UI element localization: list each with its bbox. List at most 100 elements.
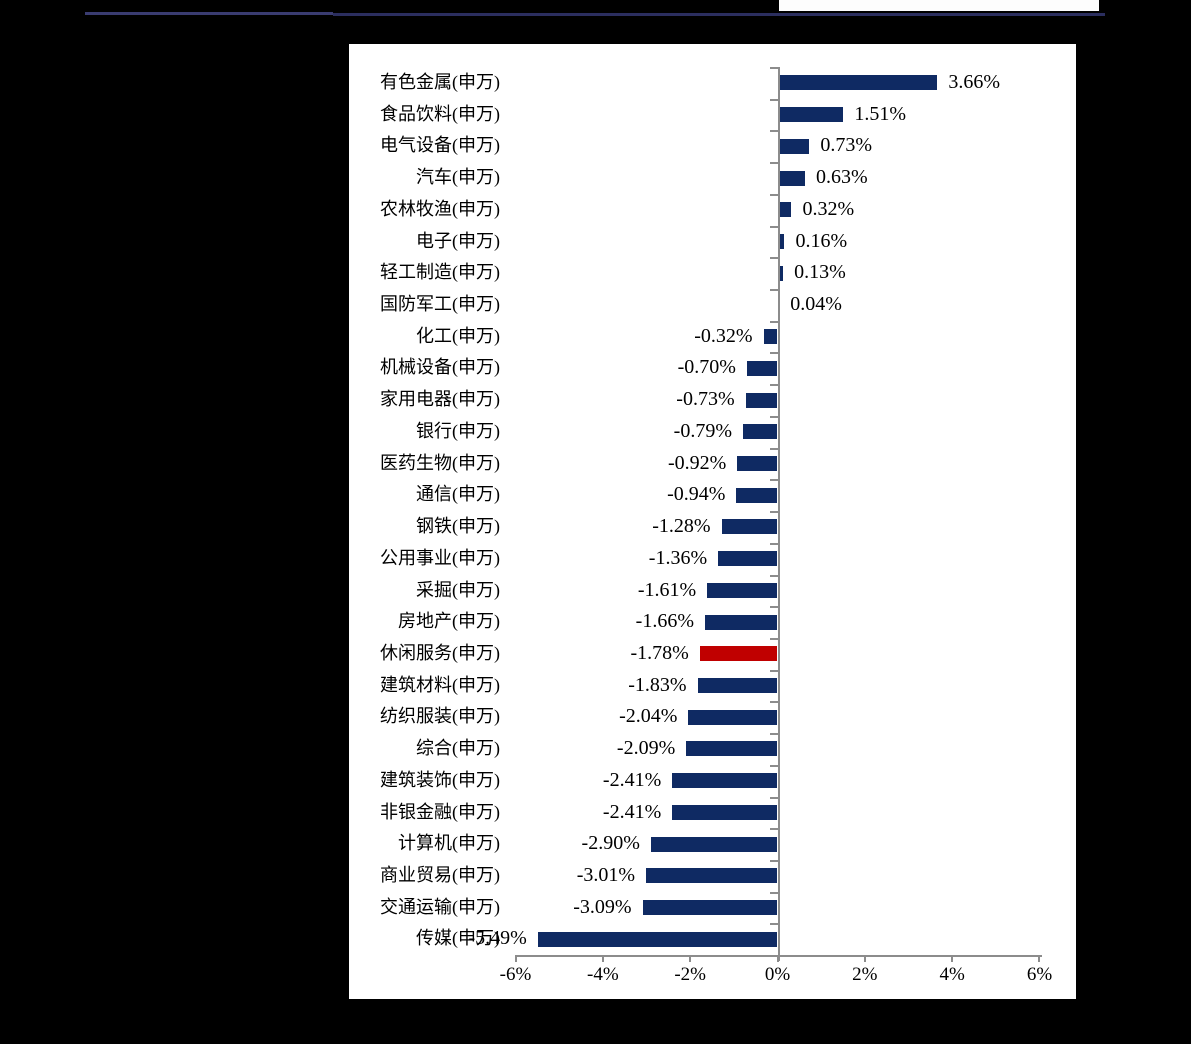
category-label: 交通运输(申万) — [380, 896, 500, 917]
bar — [763, 329, 778, 345]
value-label: 1.51% — [854, 102, 907, 125]
category-label: 非银金融(申万) — [380, 801, 500, 822]
category-label: 计算机(申万) — [398, 833, 500, 854]
x-axis-tick-label: -2% — [674, 964, 706, 986]
y-axis-tick — [769, 860, 778, 862]
value-label: -1.28% — [652, 515, 711, 538]
category-label: 电子(申万) — [416, 230, 500, 251]
x-axis-tick — [514, 955, 517, 963]
y-axis-tick — [769, 891, 778, 894]
category-label: 医药生物(申万) — [380, 452, 500, 473]
category-label: 纺织服装(申万) — [380, 706, 500, 727]
x-axis-tick — [863, 955, 866, 963]
value-label: -0.70% — [677, 356, 736, 379]
value-label: -1.78% — [630, 641, 689, 664]
y-axis-tick — [769, 98, 778, 101]
y-axis-tick — [769, 574, 778, 577]
category-label: 机械设备(申万) — [380, 357, 500, 378]
y-axis-tick — [769, 733, 778, 736]
value-label: -2.09% — [616, 737, 676, 760]
category-label: 食品饮料(申万) — [380, 103, 500, 124]
value-label: -2.41% — [602, 800, 662, 823]
category-label: 国防军工(申万) — [380, 294, 500, 315]
category-label: 家用电器(申万) — [380, 389, 500, 410]
y-axis-tick — [769, 606, 778, 609]
bar — [699, 646, 778, 662]
bar — [743, 424, 778, 440]
value-label: -0.92% — [667, 451, 727, 474]
y-axis-tick — [769, 796, 778, 799]
x-axis-tick-label: -6% — [499, 964, 532, 986]
value-label: 0.04% — [790, 293, 842, 316]
category-label: 商业贸易(申万) — [380, 865, 500, 885]
category-label: 综合(申万) — [416, 738, 500, 759]
bar — [705, 614, 778, 630]
value-label: -1.66% — [635, 610, 694, 633]
category-label: 农林牧渔(申万) — [380, 198, 500, 219]
bar — [777, 202, 792, 218]
y-axis-tick — [769, 637, 778, 640]
y-axis-tick — [769, 415, 778, 418]
bar — [777, 170, 805, 186]
value-label: -2.90% — [581, 832, 640, 855]
x-axis-tick — [601, 955, 604, 963]
y-axis-tick — [769, 669, 778, 672]
value-label: -2.41% — [602, 768, 662, 791]
category-label: 公用事业(申万) — [380, 547, 500, 568]
y-axis-tick — [769, 352, 778, 355]
y-axis-tick — [769, 764, 778, 767]
y-axis-tick — [769, 923, 778, 926]
x-axis-tick — [689, 955, 692, 963]
x-axis-line — [516, 955, 1042, 958]
y-axis-tick — [769, 257, 778, 260]
bar — [736, 487, 778, 503]
value-label: -3.09% — [573, 895, 632, 918]
category-label: 房地产(申万) — [398, 611, 500, 632]
bar — [646, 868, 778, 884]
bar — [688, 709, 778, 725]
value-label: -2.04% — [619, 705, 678, 728]
bar — [777, 75, 938, 91]
x-axis-tick — [776, 955, 779, 963]
header-rule-left — [85, 12, 333, 15]
value-label: -3.01% — [576, 864, 636, 886]
bar — [707, 582, 778, 598]
value-label: 0.16% — [795, 229, 848, 252]
bar — [745, 392, 778, 408]
header-rule-right — [333, 13, 1105, 16]
x-axis-tick-label: 2% — [852, 964, 878, 986]
bar — [777, 265, 784, 281]
y-axis-tick — [769, 479, 778, 482]
category-label: 轻工制造(申万) — [380, 262, 500, 283]
bar — [686, 741, 778, 757]
y-axis-line — [777, 67, 780, 962]
category-label: 通信(申万) — [416, 484, 500, 505]
category-label: 采掘(申万) — [416, 579, 500, 600]
x-axis-tick-label: 0% — [764, 964, 791, 986]
y-axis-tick — [769, 542, 778, 545]
category-label: 汽车(申万) — [416, 167, 500, 188]
y-axis-tick — [769, 511, 778, 514]
bar — [737, 456, 778, 471]
category-label: 休闲服务(申万) — [380, 642, 500, 663]
y-axis-tick — [769, 67, 778, 69]
value-label: -0.79% — [673, 419, 732, 442]
x-axis-tick — [951, 955, 954, 963]
y-axis-tick — [769, 193, 778, 196]
category-label: 建筑装饰(申万) — [380, 769, 500, 790]
y-axis-tick — [769, 828, 778, 831]
y-axis-tick — [769, 225, 778, 228]
value-label: -0.73% — [676, 388, 735, 411]
y-axis-tick — [769, 447, 778, 450]
bar — [642, 900, 778, 916]
x-axis-tick-label: 4% — [939, 964, 965, 986]
bar — [777, 233, 785, 249]
value-label: -0.94% — [667, 483, 726, 506]
bar — [537, 931, 778, 947]
bar — [697, 678, 778, 694]
bar — [777, 107, 844, 123]
x-axis-tick-label: -4% — [587, 964, 619, 986]
category-label: 电气设备(申万) — [380, 135, 500, 156]
bar — [672, 804, 778, 820]
y-axis-tick — [769, 701, 778, 704]
